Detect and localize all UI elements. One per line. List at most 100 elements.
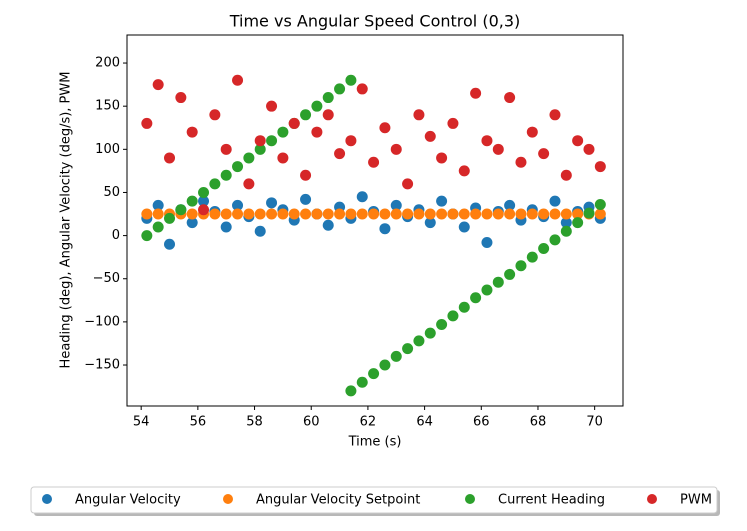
scatter-point [481, 237, 493, 249]
scatter-point [402, 208, 414, 220]
scatter-point [322, 109, 334, 121]
scatter-point [560, 225, 572, 237]
scatter-point [390, 350, 402, 362]
scatter-point [458, 221, 470, 233]
scatter-point [583, 143, 595, 155]
scatter-point [368, 156, 380, 168]
scatter-point [186, 126, 198, 138]
scatter-point [243, 152, 255, 164]
scatter-point [356, 376, 368, 388]
x-tick-label: 64 [416, 415, 433, 430]
scatter-point [458, 165, 470, 177]
scatter-point [549, 208, 561, 220]
scatter-point [504, 199, 516, 211]
scatter-point [164, 212, 176, 224]
x-tick-label: 54 [133, 415, 150, 430]
scatter-point [379, 223, 391, 235]
scatter-point [254, 208, 266, 220]
y-tick-label: 100 [95, 142, 120, 157]
scatter-point [141, 208, 153, 220]
scatter-point [492, 143, 504, 155]
y-tick-label: −150 [84, 358, 120, 373]
scatter-point [254, 143, 266, 155]
x-axis-label: Time (s) [348, 435, 402, 450]
scatter-point [164, 238, 176, 250]
scatter-point [538, 148, 550, 160]
scatter-point [594, 161, 606, 173]
scatter-point [186, 195, 198, 207]
scatter-point [220, 208, 232, 220]
scatter-point [243, 208, 255, 220]
scatter-point [549, 195, 561, 207]
x-tick-label: 62 [360, 415, 377, 430]
scatter-point [549, 109, 561, 121]
scatter-point [243, 178, 255, 190]
y-tick-label: 150 [95, 99, 120, 114]
scatter-point [572, 135, 584, 147]
scatter-point [266, 197, 278, 209]
scatter-point [209, 178, 221, 190]
scatter-point [152, 221, 164, 233]
scatter-point [209, 109, 221, 121]
y-tick-label: −100 [84, 314, 120, 329]
scatter-point [447, 208, 459, 220]
scatter-point [209, 208, 221, 220]
scatter-point [288, 208, 300, 220]
scatter-point [152, 199, 164, 211]
scatter-point [368, 208, 380, 220]
scatter-point [470, 87, 482, 99]
scatter-point [424, 327, 436, 339]
scatter-point [356, 83, 368, 95]
scatter-point [266, 208, 278, 220]
scatter-point [186, 217, 198, 229]
scatter-point [356, 191, 368, 203]
x-tick-label: 58 [246, 415, 263, 430]
scatter-point [538, 208, 550, 220]
x-tick-label: 60 [303, 415, 320, 430]
scatter-point [436, 152, 448, 164]
scatter-point [232, 74, 244, 86]
scatter-point [254, 135, 266, 147]
scatter-point [345, 208, 357, 220]
scatter-point [311, 208, 323, 220]
scatter-point [515, 260, 527, 272]
scatter-point [288, 117, 300, 129]
scatter-point [345, 135, 357, 147]
scatter-point [526, 251, 538, 263]
scatter-point [232, 199, 244, 211]
y-tick-label: 0 [112, 228, 120, 243]
scatter-point [175, 204, 187, 216]
scatter-point [481, 208, 493, 220]
y-tick-label: 50 [103, 185, 120, 200]
scatter-point [492, 208, 504, 220]
scatter-point [447, 117, 459, 129]
scatter-point [560, 169, 572, 181]
scatter-point [594, 199, 606, 211]
y-tick-label: −50 [93, 271, 120, 286]
scatter-point [560, 208, 572, 220]
scatter-point [379, 208, 391, 220]
scatter-point [572, 208, 584, 220]
scatter-point [481, 135, 493, 147]
scatter-point [458, 301, 470, 313]
scatter-point [424, 217, 436, 229]
scatter-point [572, 217, 584, 229]
scatter-point [322, 208, 334, 220]
scatter-point [334, 83, 346, 95]
x-tick-label: 56 [190, 415, 207, 430]
legend-label: PWM [680, 493, 712, 508]
scatter-point [300, 193, 312, 205]
x-tick-label: 66 [473, 415, 490, 430]
scatter-point [526, 126, 538, 138]
scatter-point [402, 178, 414, 190]
scatter-point [345, 74, 357, 86]
scatter-point [526, 208, 538, 220]
scatter-point [152, 208, 164, 220]
scatter-point [300, 208, 312, 220]
legend-label: Current Heading [498, 493, 605, 508]
scatter-point [470, 208, 482, 220]
scatter-point [447, 310, 459, 322]
scatter-point [436, 208, 448, 220]
scatter-point [458, 208, 470, 220]
